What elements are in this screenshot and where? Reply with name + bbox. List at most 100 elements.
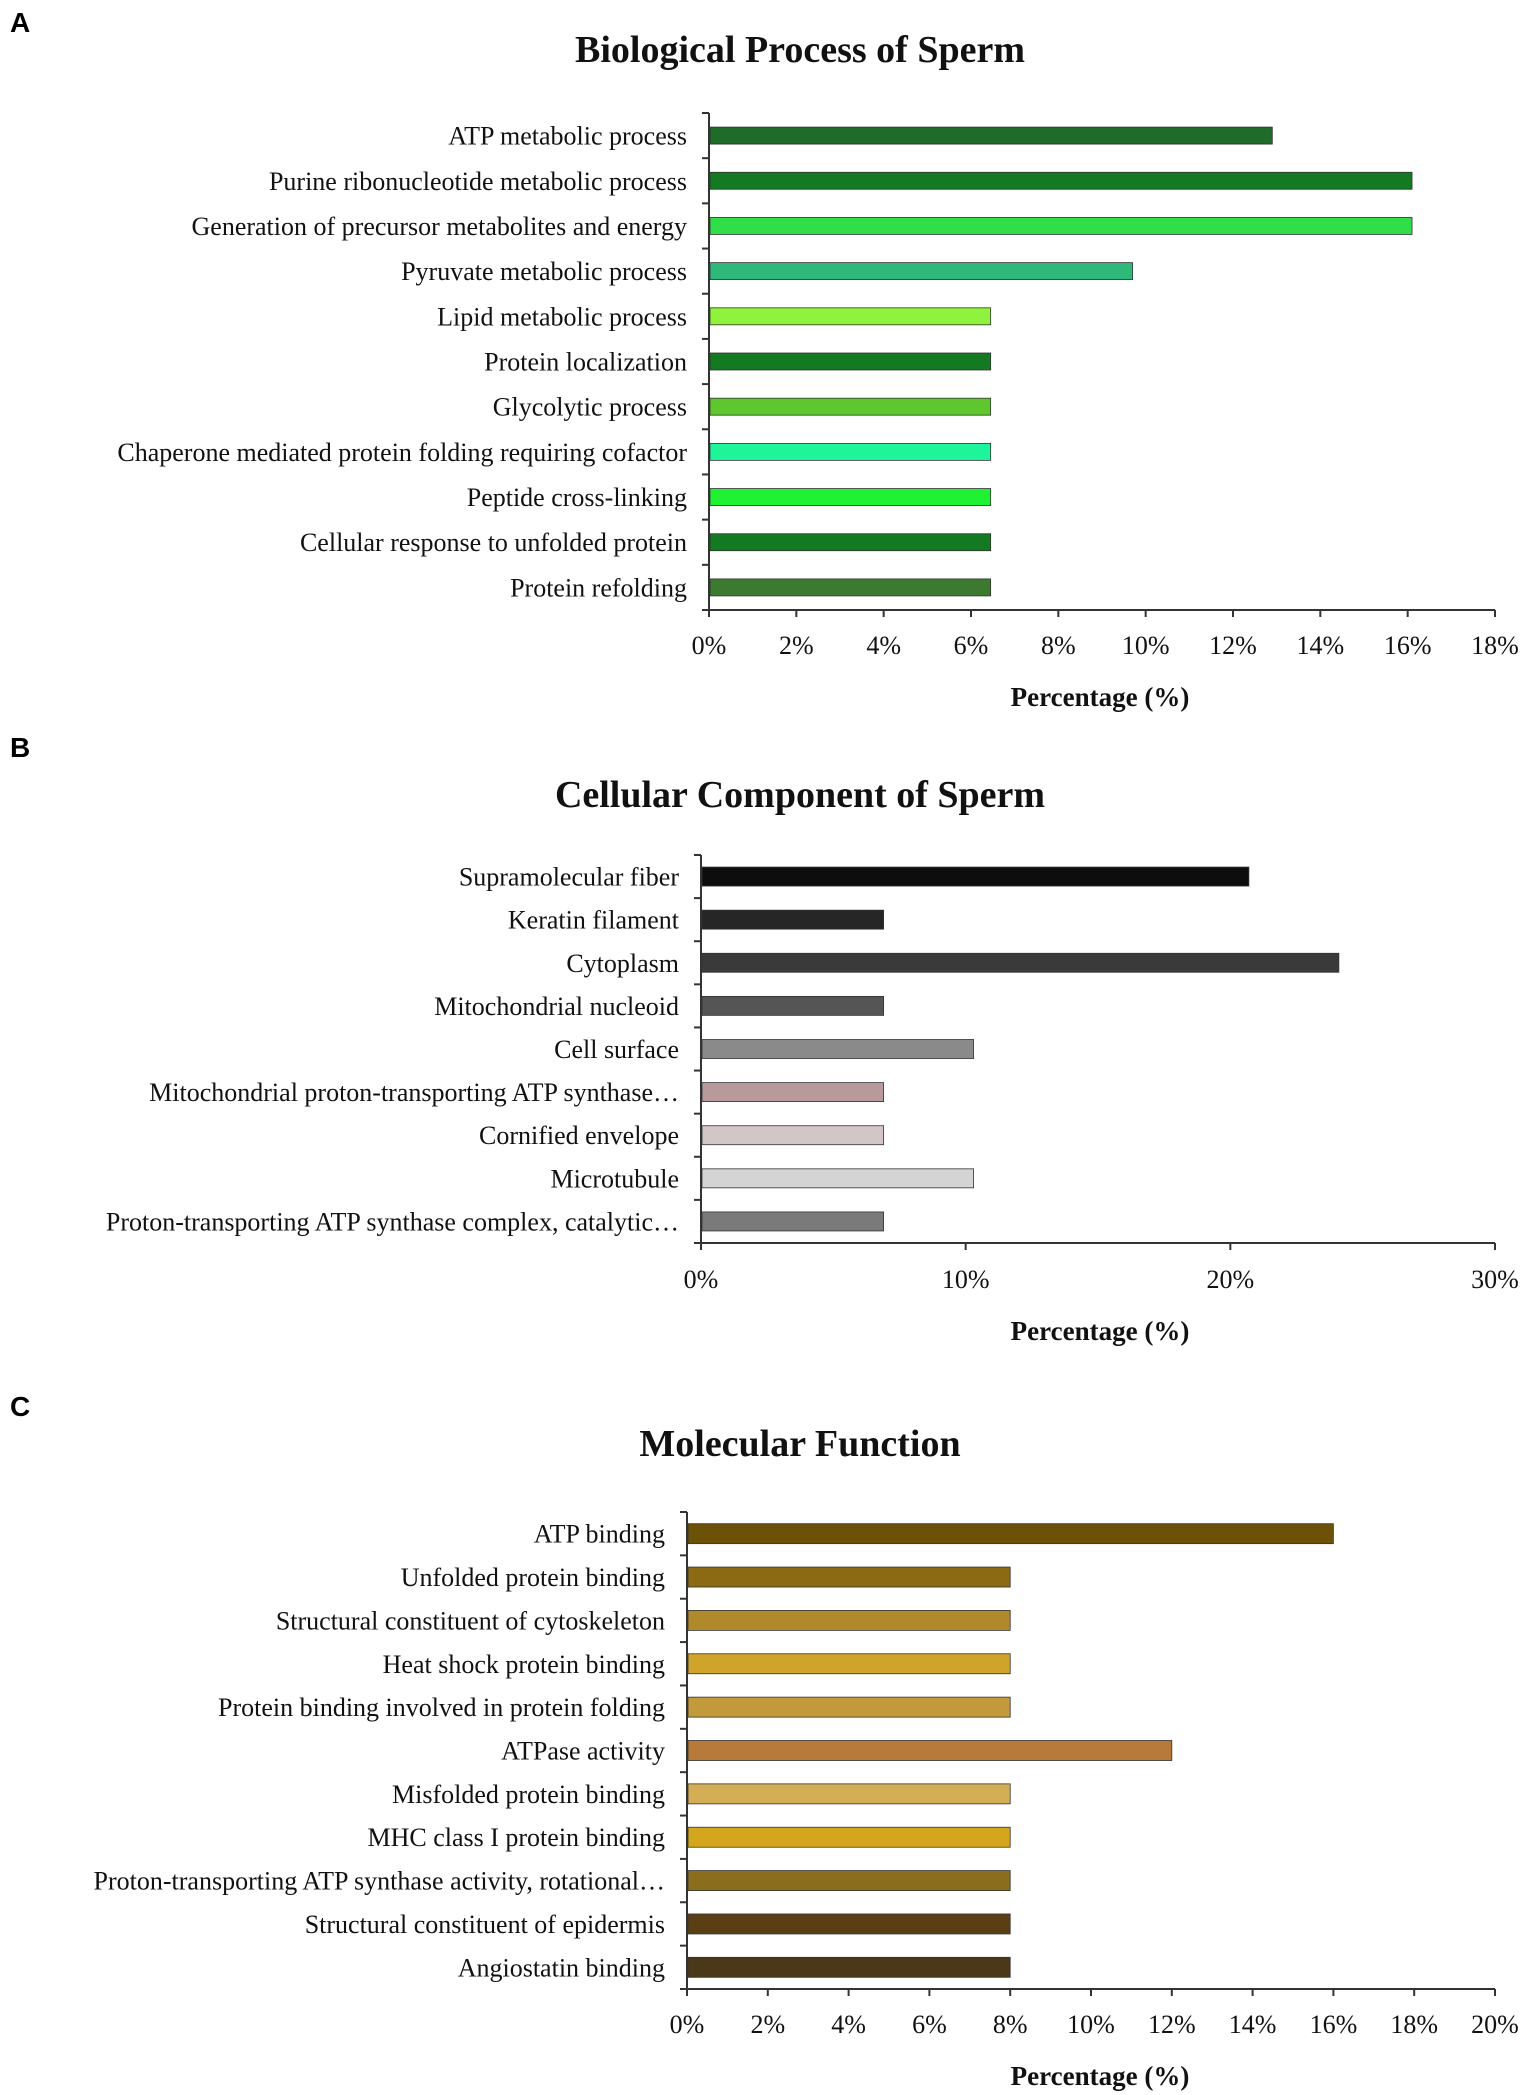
x-tick-label-c: 6% [912, 2010, 947, 2039]
x-tick-label-c: 8% [993, 2010, 1028, 2039]
x-tick-label-c: 4% [831, 2010, 866, 2039]
x-tick-label-c: 18% [1390, 2010, 1438, 2039]
x-tick-label-a: 18% [1471, 631, 1519, 660]
x-axis-title-a: Percentage (%) [1011, 682, 1190, 712]
x-tick-label-b: 0% [684, 1265, 719, 1294]
category-label-b-9: Proton-transporting ATP synthase complex… [106, 1207, 679, 1236]
category-label-b-6: Mitochondrial proton-transporting ATP sy… [149, 1078, 679, 1107]
x-axis-title-b: Percentage (%) [1011, 1316, 1190, 1346]
bar-a-1 [709, 126, 1273, 145]
bar-c-7 [687, 1783, 1011, 1805]
bar-b-4 [701, 995, 885, 1016]
bar-c-11 [687, 1956, 1011, 1978]
axes-b: 0% 10% 20% 30% [684, 854, 1519, 1294]
bar-c-3 [687, 1610, 1011, 1631]
bar-a-5 [709, 307, 992, 326]
bar-b-3 [701, 952, 1340, 973]
category-label-a-6: Protein localization [484, 348, 687, 377]
x-tick-label-a: 0% [692, 631, 727, 660]
x-tick-label-a: 10% [1122, 631, 1170, 660]
category-label-a-7: Glycolytic process [493, 393, 687, 422]
category-label-b-5: Cell surface [554, 1035, 679, 1064]
bar-a-9 [709, 488, 992, 506]
category-label-a-8: Chaperone mediated protein folding requi… [117, 438, 687, 467]
x-tick-label-c: 20% [1471, 2010, 1519, 2039]
bar-a-7 [709, 397, 992, 416]
x-tick-label-b: 30% [1471, 1265, 1519, 1294]
x-tick-label-c: 10% [1067, 2010, 1115, 2039]
x-tick-label-c: 12% [1148, 2010, 1196, 2039]
panel-a-biological-process: A Biological Process of Sperm Percentage… [10, 7, 1519, 712]
bar-b-1 [701, 866, 1250, 887]
category-label-b-1: Supramolecular fiber [459, 863, 680, 892]
x-tick-label-c: 16% [1310, 2010, 1358, 2039]
category-label-c-5: Protein binding involved in protein fold… [218, 1693, 665, 1722]
panel-c-molecular-function: C Molecular Function Percentage (%) 0% 2%… [10, 1391, 1519, 2091]
category-label-c-4: Heat shock protein binding [383, 1650, 665, 1679]
x-tick-label-b: 20% [1206, 1265, 1254, 1294]
category-label-b-4: Mitochondrial nucleoid [434, 992, 679, 1021]
x-tick-label-c: 2% [750, 2010, 785, 2039]
axes-a: 0% 2% 4% 6% 8% 10% 12% 14% 16% 18% [692, 112, 1519, 660]
category-label-c-11: Angiostatin binding [458, 1953, 665, 1982]
x-tick-label-a: 2% [779, 631, 814, 660]
category-label-a-10: Cellular response to unfolded protein [300, 528, 687, 557]
category-label-c-6: ATPase activity [501, 1737, 665, 1766]
bar-b-7 [701, 1125, 885, 1146]
bar-c-6 [687, 1740, 1173, 1761]
x-tick-label-a: 12% [1209, 631, 1257, 660]
chart-title-b: Cellular Component of Sperm [555, 774, 1045, 816]
x-tick-label-a: 16% [1384, 631, 1432, 660]
bar-b-8 [701, 1168, 975, 1189]
bar-a-8 [709, 442, 992, 461]
category-label-b-7: Cornified envelope [479, 1121, 679, 1150]
panel-b-cellular-component: B Cellular Component of Sperm Percentage… [10, 732, 1519, 1346]
bar-c-1 [687, 1523, 1334, 1545]
category-label-a-3: Generation of precursor metabolites and … [192, 212, 688, 241]
bar-a-3 [709, 217, 1413, 235]
axes-c: 0% 2% 4% 6% 8% 10% 12% 14% 16% 18% 20% [670, 1511, 1519, 2039]
chart-title-a: Biological Process of Sperm [575, 29, 1025, 71]
chart-title-c: Molecular Function [639, 1423, 960, 1465]
category-label-a-4: Pyruvate metabolic process [401, 257, 687, 286]
bar-c-8 [687, 1826, 1011, 1848]
category-label-a-5: Lipid metabolic process [437, 302, 687, 331]
bar-a-2 [709, 171, 1413, 190]
x-tick-label-a: 6% [954, 631, 989, 660]
x-axis-title-c: Percentage (%) [1011, 2061, 1190, 2091]
category-label-c-2: Unfolded protein binding [401, 1563, 665, 1592]
bar-a-6 [709, 352, 992, 371]
category-label-b-8: Microtubule [550, 1164, 679, 1193]
category-label-c-1: ATP binding [534, 1520, 665, 1549]
bar-c-4 [687, 1653, 1011, 1675]
category-label-c-9: Proton-transporting ATP synthase activit… [94, 1867, 665, 1896]
bar-c-2 [687, 1566, 1011, 1588]
category-label-a-11: Protein refolding [510, 573, 687, 602]
bar-b-5 [701, 1039, 975, 1059]
bar-a-4 [709, 262, 1133, 281]
bar-a-10 [709, 533, 992, 552]
panel-letter-a: A [10, 7, 30, 38]
bar-c-9 [687, 1870, 1011, 1891]
category-label-a-2: Purine ribonucleotide metabolic process [269, 167, 687, 196]
category-label-a-1: ATP metabolic process [448, 122, 687, 151]
bar-b-2 [701, 909, 885, 930]
x-tick-label-a: 8% [1041, 631, 1076, 660]
category-label-c-10: Structural constituent of epidermis [305, 1910, 665, 1939]
bar-c-5 [687, 1696, 1011, 1718]
category-label-b-3: Cytoplasm [566, 949, 679, 978]
bar-a-11 [709, 578, 992, 597]
panel-letter-b: B [10, 732, 30, 763]
x-tick-label-a: 4% [866, 631, 901, 660]
x-tick-label-a: 14% [1296, 631, 1344, 660]
category-label-c-7: Misfolded protein binding [392, 1780, 665, 1809]
category-label-c-8: MHC class I protein binding [367, 1823, 665, 1852]
category-label-c-3: Structural constituent of cytoskeleton [276, 1606, 665, 1635]
bar-b-6 [701, 1082, 885, 1103]
bar-c-10 [687, 1913, 1011, 1935]
category-label-a-9: Peptide cross-linking [467, 483, 687, 512]
x-tick-label-c: 0% [670, 2010, 705, 2039]
x-tick-label-b: 10% [942, 1265, 990, 1294]
x-tick-label-c: 14% [1229, 2010, 1277, 2039]
